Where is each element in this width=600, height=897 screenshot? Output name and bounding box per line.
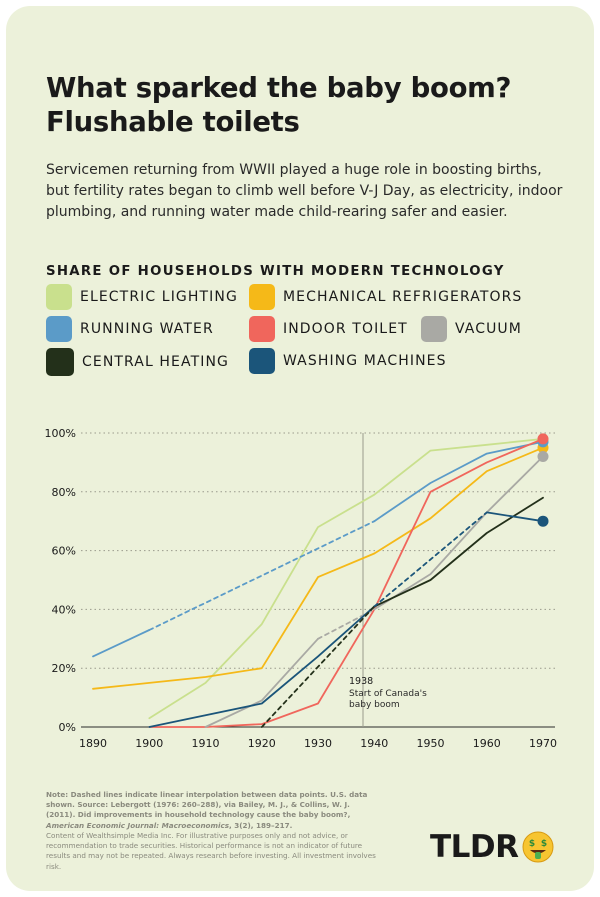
x-tick-label: 1930 bbox=[304, 737, 332, 750]
note-line-1-end: , 3(2), 189–217. bbox=[229, 820, 293, 830]
legend-title: SHARE OF HOUSEHOLDS WITH MODERN TECHNOLO… bbox=[46, 264, 505, 279]
page-title: What sparked the baby boom? Flushable to… bbox=[46, 72, 512, 138]
x-tick-label: 1910 bbox=[192, 737, 220, 750]
x-tick-label: 1960 bbox=[473, 737, 501, 750]
series-line bbox=[260, 605, 376, 728]
series-end-marker bbox=[537, 515, 549, 527]
y-tick-label: 0% bbox=[59, 721, 76, 734]
legend-item: VACUUM bbox=[421, 316, 522, 342]
x-tick-label: 1970 bbox=[529, 737, 557, 750]
legend-item: MECHANICAL REFRIGERATORS bbox=[249, 284, 522, 310]
series-line bbox=[485, 511, 544, 523]
note-source-text: Note: Dashed lines indicate linear inter… bbox=[46, 790, 376, 831]
legend-label: CENTRAL HEATING bbox=[82, 354, 229, 370]
disclaimer-text: Content of Wealthsimple Media Inc. For i… bbox=[46, 830, 376, 871]
x-tick-label: 1900 bbox=[135, 737, 163, 750]
x-tick-label: 1890 bbox=[79, 737, 107, 750]
series-line bbox=[317, 608, 376, 640]
series-line bbox=[148, 437, 544, 720]
legend-label: WASHING MACHINES bbox=[283, 353, 447, 369]
series-line bbox=[373, 511, 488, 608]
y-tick-label: 80% bbox=[52, 486, 76, 499]
x-tick-label: 1920 bbox=[248, 737, 276, 750]
money-face-emoji-icon: $ $ bbox=[522, 831, 554, 863]
legend-item: RUNNING WATER bbox=[46, 316, 214, 342]
legend-item: ELECTRIC LIGHTING bbox=[46, 284, 238, 310]
legend-swatch bbox=[421, 316, 447, 342]
svg-text:$: $ bbox=[540, 839, 546, 849]
legend-swatch bbox=[249, 284, 275, 310]
series-line bbox=[92, 446, 544, 690]
legend-label: MECHANICAL REFRIGERATORS bbox=[283, 289, 523, 305]
series-end-marker bbox=[537, 433, 549, 445]
source-note: Note: Dashed lines indicate linear inter… bbox=[46, 790, 376, 872]
line-chart: 0% 20% 40% 60% 80% 100% 1890 1900 1910 1920 1930 19… bbox=[45, 427, 557, 750]
y-tick-label: 20% bbox=[52, 662, 76, 675]
legend-swatch bbox=[249, 316, 275, 342]
series-end-marker bbox=[537, 451, 549, 463]
series-line bbox=[373, 496, 544, 608]
legend-item: WASHING MACHINES bbox=[249, 348, 447, 374]
legend-swatch bbox=[249, 348, 275, 374]
series-line bbox=[373, 455, 544, 611]
subtitle: Servicemen returning from WWII played a … bbox=[46, 162, 563, 220]
tldr-logo: TLDR $ $ bbox=[430, 829, 555, 865]
reference-text-label: Start of Canada's baby boom bbox=[349, 689, 427, 710]
legend-label: VACUUM bbox=[455, 321, 522, 337]
legend-swatch bbox=[46, 348, 74, 376]
legend-item: INDOOR TOILET bbox=[249, 316, 408, 342]
note-journal: American Economic Journal: Macroeconomic… bbox=[46, 820, 229, 830]
series-line bbox=[92, 629, 151, 658]
series-line bbox=[373, 440, 544, 523]
logo-text: TLDR bbox=[430, 829, 519, 865]
legend-label: RUNNING WATER bbox=[80, 321, 214, 337]
x-tick-label: 1950 bbox=[417, 737, 445, 750]
series-line bbox=[148, 520, 376, 631]
reference-year-label: 1938 bbox=[349, 676, 373, 687]
y-tick-label: 40% bbox=[52, 603, 76, 616]
infographic-card: What sparked the baby boom? Flushable to… bbox=[6, 6, 594, 891]
legend-label: INDOOR TOILET bbox=[283, 321, 408, 337]
series-line bbox=[204, 637, 319, 728]
legend-swatch bbox=[46, 316, 72, 342]
series-line bbox=[148, 605, 376, 728]
legend-label: ELECTRIC LIGHTING bbox=[80, 289, 238, 305]
x-tick-label: 1940 bbox=[360, 737, 388, 750]
series-line bbox=[148, 437, 544, 728]
note-line-1: Note: Dashed lines indicate linear inter… bbox=[46, 790, 368, 820]
y-tick-label: 60% bbox=[52, 545, 76, 558]
legend-swatch bbox=[46, 284, 72, 310]
y-tick-label: 100% bbox=[45, 427, 76, 440]
legend-item: CENTRAL HEATING bbox=[46, 348, 229, 376]
svg-text:$: $ bbox=[528, 839, 534, 849]
